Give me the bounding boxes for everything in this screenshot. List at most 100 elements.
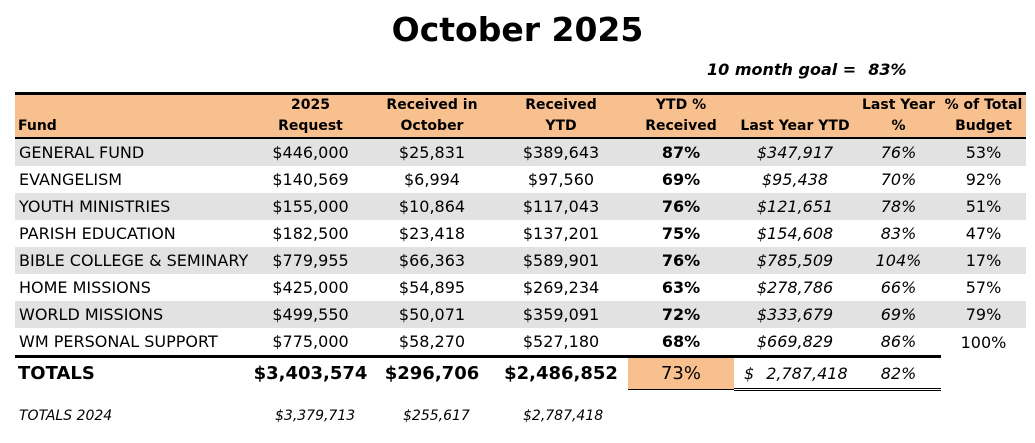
row-ytd-pct: 69% bbox=[628, 166, 734, 193]
header-last-year-ytd: Last Year YTD bbox=[740, 118, 850, 134]
row-received-month: $23,418 bbox=[370, 220, 494, 247]
row-last-year-ytd: $669,829 bbox=[734, 328, 856, 357]
table-header-row: Fund 2025 Request Received in October Rece… bbox=[15, 93, 1026, 138]
totals-blank-cell bbox=[941, 357, 1026, 390]
totals-last-year-ytd: $2,787,418 bbox=[734, 355, 856, 391]
row-ytd-pct: 72% bbox=[628, 301, 734, 328]
row-received-month: $66,363 bbox=[370, 247, 494, 274]
fund-table: Fund 2025 Request Received in October Rece… bbox=[15, 92, 1026, 391]
totals-received-month: $296,706 bbox=[370, 355, 494, 390]
row-ytd-pct: 63% bbox=[628, 274, 734, 301]
row-received-month: $10,864 bbox=[370, 193, 494, 220]
row-received-ytd: $589,901 bbox=[494, 247, 628, 274]
row-received-ytd: $97,560 bbox=[494, 166, 628, 193]
row-pct-total-budget: 92% bbox=[941, 166, 1026, 193]
row-request: $155,000 bbox=[251, 193, 370, 220]
table-row: GENERAL FUND $446,000 $25,831 $389,643 87% $3… bbox=[15, 137, 1026, 166]
totals-request: $3,403,574 bbox=[251, 355, 370, 390]
totals-received-ytd: $2,486,852 bbox=[494, 355, 628, 390]
row-request: $499,550 bbox=[251, 301, 370, 328]
row-fund-name: YOUTH MINISTRIES bbox=[15, 193, 251, 220]
row-last-year-ytd: $278,786 bbox=[734, 274, 856, 301]
row-fund-name: HOME MISSIONS bbox=[15, 274, 251, 301]
row-pct-total-budget: 51% bbox=[941, 193, 1026, 220]
row-last-year-ytd: $121,651 bbox=[734, 193, 856, 220]
row-ytd-pct: 75% bbox=[628, 220, 734, 247]
table-row: WORLD MISSIONS $499,550 $50,071 $359,091 72%… bbox=[15, 301, 1026, 328]
header-request: 2025 Request bbox=[278, 97, 343, 134]
row-last-year-ytd: $785,509 bbox=[734, 247, 856, 274]
row-last-year-pct: 70% bbox=[856, 166, 941, 193]
row-last-year-pct: 78% bbox=[856, 193, 941, 220]
totals-label: TOTALS bbox=[15, 355, 251, 390]
row-received-month: $50,071 bbox=[370, 301, 494, 328]
goal-note: 10 month goal = 83% bbox=[707, 60, 907, 79]
row-pct-total-budget: 17% bbox=[941, 247, 1026, 274]
row-last-year-pct: 69% bbox=[856, 301, 941, 328]
row-received-month: $58,270 bbox=[370, 328, 494, 357]
row-fund-name: EVANGELISM bbox=[15, 166, 251, 193]
row-ytd-pct: 76% bbox=[628, 247, 734, 274]
row-received-ytd: $527,180 bbox=[494, 328, 628, 357]
row-last-year-pct: 86% bbox=[856, 328, 941, 357]
row-last-year-ytd: $154,608 bbox=[734, 220, 856, 247]
prior-totals-request: $3,379,713 bbox=[275, 408, 356, 424]
row-request: $182,500 bbox=[251, 220, 370, 247]
row-last-year-pct: 66% bbox=[856, 274, 941, 301]
row-received-ytd: $117,043 bbox=[494, 193, 628, 220]
totals-last-year-ytd-amount: 2,787,418 bbox=[766, 363, 848, 383]
row-pct-total-budget: 100% bbox=[941, 328, 1026, 357]
row-pct-total-budget: 79% bbox=[941, 301, 1026, 328]
row-fund-name: GENERAL FUND bbox=[15, 137, 251, 166]
row-request: $775,000 bbox=[251, 328, 370, 357]
row-received-ytd: $269,234 bbox=[494, 274, 628, 301]
row-ytd-pct: 76% bbox=[628, 193, 734, 220]
row-ytd-pct: 68% bbox=[628, 328, 734, 357]
row-last-year-pct: 104% bbox=[856, 247, 941, 274]
table-row: HOME MISSIONS $425,000 $54,895 $269,234 63% $… bbox=[15, 274, 1026, 301]
row-last-year-ytd: $347,917 bbox=[734, 137, 856, 166]
table-row: WM PERSONAL SUPPORT $775,000 $58,270 $527,1… bbox=[15, 328, 1026, 357]
row-last-year-ytd: $95,438 bbox=[734, 166, 856, 193]
row-request: $446,000 bbox=[251, 137, 370, 166]
goal-value: 83% bbox=[868, 60, 907, 79]
totals-ytd-pct: 73% bbox=[628, 355, 734, 390]
table-row: YOUTH MINISTRIES $155,000 $10,864 $117,043 7… bbox=[15, 193, 1026, 220]
header-ytd-pct: YTD % Received bbox=[645, 97, 717, 134]
row-request: $425,000 bbox=[251, 274, 370, 301]
row-pct-total-budget: 47% bbox=[941, 220, 1026, 247]
row-received-ytd: $137,201 bbox=[494, 220, 628, 247]
header-fund: Fund bbox=[18, 118, 57, 134]
row-received-ytd: $389,643 bbox=[494, 137, 628, 166]
row-fund-name: PARISH EDUCATION bbox=[15, 220, 251, 247]
row-last-year-pct: 76% bbox=[856, 137, 941, 166]
header-pct-total-budget: % of Total Budget bbox=[944, 97, 1023, 134]
header-received-month: Received in October bbox=[386, 97, 478, 134]
page-title: October 2025 bbox=[391, 10, 644, 49]
row-request: $779,955 bbox=[251, 247, 370, 274]
row-pct-total-budget: 53% bbox=[941, 137, 1026, 166]
row-ytd-pct: 87% bbox=[628, 137, 734, 166]
row-request: $140,569 bbox=[251, 166, 370, 193]
row-received-month: $6,994 bbox=[370, 166, 494, 193]
row-received-ytd: $359,091 bbox=[494, 301, 628, 328]
prior-totals-received-month: $255,617 bbox=[403, 408, 470, 424]
table-row: PARISH EDUCATION $182,500 $23,418 $137,201 7… bbox=[15, 220, 1026, 247]
prior-totals-received-ytd: $2,787,418 bbox=[523, 408, 604, 424]
totals-last-year-ytd-symbol: $ bbox=[744, 363, 755, 383]
totals-last-year-pct: 82% bbox=[856, 355, 941, 391]
header-last-year-pct: Last Year% bbox=[862, 97, 935, 134]
row-last-year-ytd: $333,679 bbox=[734, 301, 856, 328]
header-received-ytd: Received YTD bbox=[525, 97, 597, 134]
row-received-month: $25,831 bbox=[370, 137, 494, 166]
row-pct-total-budget: 57% bbox=[941, 274, 1026, 301]
row-fund-name: WORLD MISSIONS bbox=[15, 301, 251, 328]
goal-label: 10 month goal = bbox=[707, 60, 857, 79]
row-last-year-pct: 83% bbox=[856, 220, 941, 247]
table-row: EVANGELISM $140,569 $6,994 $97,560 69% $95,43… bbox=[15, 166, 1026, 193]
row-fund-name: WM PERSONAL SUPPORT bbox=[15, 328, 251, 357]
row-fund-name: BIBLE COLLEGE & SEMINARY bbox=[15, 247, 251, 274]
row-received-month: $54,895 bbox=[370, 274, 494, 301]
totals-row: TOTALS $3,403,574 $296,706 $2,486,852 73… bbox=[15, 355, 1026, 391]
prior-totals-label: TOTALS 2024 bbox=[19, 408, 113, 424]
